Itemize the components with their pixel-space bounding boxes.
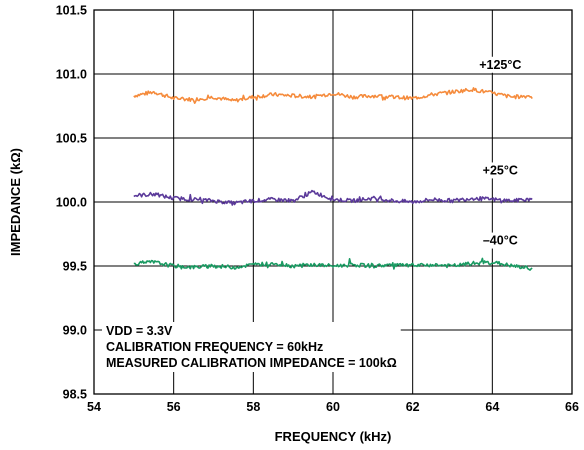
annotation-vdd: VDD = 3.3V [106,324,173,338]
y-axis-label: IMPEDANCE (kΩ) [8,148,23,256]
x-tick-label: 66 [565,400,579,414]
y-tick-label: 100.0 [56,196,87,210]
y-tick-label: 100.5 [56,132,87,146]
x-axis-label: FREQUENCY (kHz) [275,429,392,444]
x-tick-label: 64 [485,400,499,414]
y-tick-label: 101.5 [56,4,87,18]
series-labels: +125°C +25°C –40°C [477,57,523,249]
y-tick-label: 99.5 [63,260,87,274]
y-tick-label: 101.0 [56,68,87,82]
conditions-annotation: VDD = 3.3V CALIBRATION FREQUENCY = 60kHz… [102,322,401,372]
x-tick-label: 58 [246,400,260,414]
series-label: +125°C [479,58,521,72]
y-tick-label: 99.0 [63,324,87,338]
annotation-calibration-impedance: MEASURED CALIBRATION IMPEDANCE = 100kΩ [106,356,397,370]
series-label: –40°C [483,234,518,248]
x-tick-label: 60 [326,400,340,414]
x-tick-label: 62 [406,400,420,414]
series-label: +25°C [483,163,518,177]
y-tick-label: 98.5 [63,388,87,402]
x-tick-label: 54 [87,400,101,414]
x-tick-label: 56 [167,400,181,414]
annotation-calibration-frequency: CALIBRATION FREQUENCY = 60kHz [106,340,323,354]
